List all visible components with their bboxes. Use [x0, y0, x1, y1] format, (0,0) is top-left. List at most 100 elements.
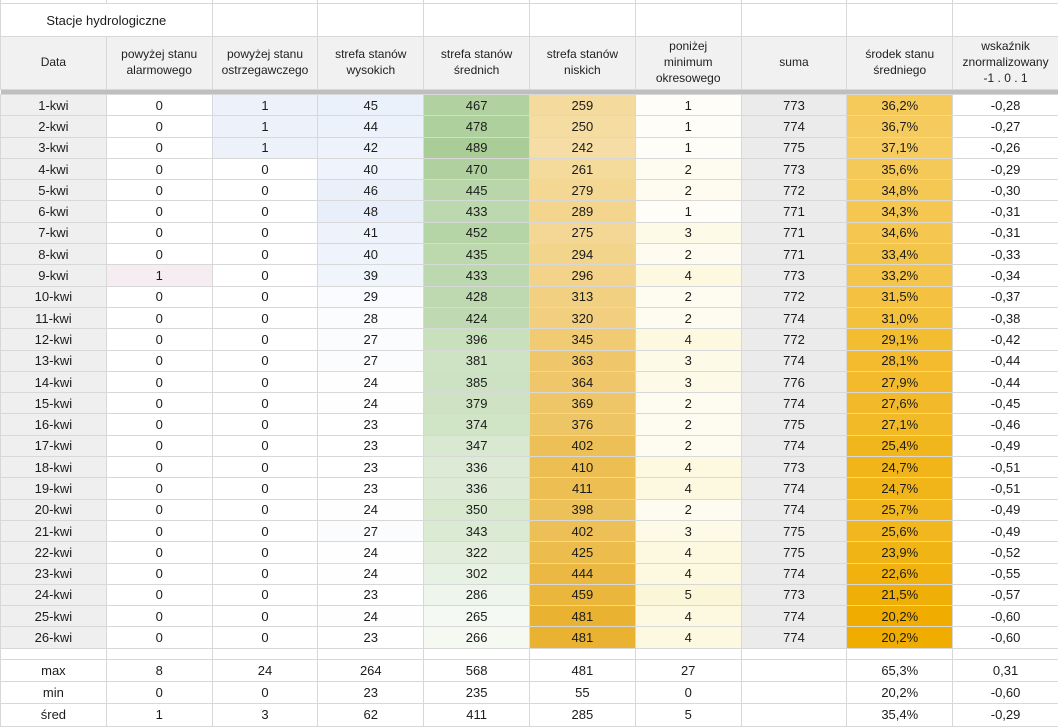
empty-cell[interactable] — [211, 3, 319, 37]
summary-srednie[interactable]: 235 — [423, 681, 530, 705]
cell-ostrzegawczy[interactable]: 1 — [211, 93, 319, 117]
cell-ostrzegawczy[interactable]: 0 — [211, 306, 319, 330]
cell-wskaznik[interactable]: -0,38 — [952, 306, 1058, 330]
cell-wysokie[interactable]: 27 — [317, 519, 425, 543]
cell-suma[interactable]: 772 — [740, 328, 848, 351]
summary-wysokie[interactable]: 264 — [317, 658, 425, 683]
cell-suma[interactable]: 771 — [740, 221, 848, 245]
cell-alarmowy[interactable]: 0 — [105, 93, 213, 117]
cell-date[interactable]: 25-kwi — [0, 605, 107, 628]
cell-srodek[interactable]: 29,1% — [846, 328, 954, 351]
cell-alarmowy[interactable]: 0 — [105, 434, 213, 458]
cell-date[interactable]: 3-kwi — [0, 136, 107, 159]
cell-srodek[interactable]: 34,8% — [846, 179, 954, 202]
empty-cell[interactable] — [423, 647, 530, 660]
cell-wysokie[interactable]: 24 — [317, 498, 425, 521]
cell-srednie[interactable]: 489 — [423, 136, 530, 159]
cell-srodek[interactable]: 25,4% — [846, 434, 954, 458]
cell-minimum[interactable]: 3 — [634, 519, 742, 543]
cell-wskaznik[interactable]: -0,51 — [952, 477, 1058, 500]
cell-wskaznik[interactable]: -0,31 — [952, 200, 1058, 223]
cell-ostrzegawczy[interactable]: 1 — [211, 115, 319, 138]
cell-alarmowy[interactable]: 0 — [105, 562, 213, 585]
cell-alarmowy[interactable]: 0 — [105, 328, 213, 351]
cell-suma[interactable]: 771 — [740, 243, 848, 266]
cell-minimum[interactable]: 2 — [634, 413, 742, 436]
cell-ostrzegawczy[interactable]: 0 — [211, 605, 319, 628]
cell-ostrzegawczy[interactable]: 0 — [211, 562, 319, 585]
cell-minimum[interactable]: 4 — [634, 562, 742, 585]
cell-srodek[interactable]: 27,9% — [846, 370, 954, 394]
cell-srednie[interactable]: 302 — [423, 562, 530, 585]
header-data[interactable]: Data — [0, 36, 107, 90]
cell-alarmowy[interactable]: 0 — [105, 179, 213, 202]
cell-wskaznik[interactable]: -0,34 — [952, 264, 1058, 287]
cell-wskaznik[interactable]: -0,51 — [952, 456, 1058, 479]
cell-wysokie[interactable]: 29 — [317, 285, 425, 308]
cell-date[interactable]: 10-kwi — [0, 285, 107, 308]
cell-wysokie[interactable]: 46 — [317, 179, 425, 202]
cell-wysokie[interactable]: 41 — [317, 221, 425, 245]
empty-cell[interactable] — [952, 647, 1058, 660]
summary-minimum[interactable]: 27 — [634, 658, 742, 683]
cell-wysokie[interactable]: 39 — [317, 264, 425, 287]
cell-wysokie[interactable]: 23 — [317, 583, 425, 607]
cell-minimum[interactable]: 3 — [634, 221, 742, 245]
cell-alarmowy[interactable]: 0 — [105, 413, 213, 436]
cell-wskaznik[interactable]: -0,29 — [952, 157, 1058, 181]
cell-srodek[interactable]: 31,5% — [846, 285, 954, 308]
empty-cell[interactable] — [740, 3, 848, 37]
cell-suma[interactable]: 773 — [740, 583, 848, 607]
cell-srodek[interactable]: 20,2% — [846, 626, 954, 649]
header-ostrzegawczy[interactable]: powyżej stanu ostrzegawczego — [211, 36, 319, 90]
cell-srednie[interactable]: 424 — [423, 306, 530, 330]
cell-date[interactable]: 2-kwi — [0, 115, 107, 138]
cell-alarmowy[interactable]: 0 — [105, 626, 213, 649]
empty-cell[interactable] — [211, 647, 319, 660]
empty-cell[interactable] — [317, 3, 425, 37]
cell-srednie[interactable]: 433 — [423, 200, 530, 223]
cell-date[interactable]: 15-kwi — [0, 392, 107, 415]
cell-srednie[interactable]: 385 — [423, 370, 530, 394]
cell-srednie[interactable]: 467 — [423, 93, 530, 117]
cell-suma[interactable]: 773 — [740, 157, 848, 181]
cell-wskaznik[interactable]: -0,52 — [952, 541, 1058, 564]
cell-date[interactable]: 6-kwi — [0, 200, 107, 223]
cell-srednie[interactable]: 265 — [423, 605, 530, 628]
cell-srednie[interactable]: 322 — [423, 541, 530, 564]
summary-wysokie[interactable]: 23 — [317, 681, 425, 705]
cell-wysokie[interactable]: 27 — [317, 349, 425, 372]
cell-date[interactable]: 24-kwi — [0, 583, 107, 607]
cell-ostrzegawczy[interactable]: 0 — [211, 179, 319, 202]
cell-date[interactable]: 22-kwi — [0, 541, 107, 564]
cell-ostrzegawczy[interactable]: 0 — [211, 157, 319, 181]
cell-date[interactable]: 14-kwi — [0, 370, 107, 394]
cell-minimum[interactable]: 4 — [634, 328, 742, 351]
cell-niskie[interactable]: 410 — [528, 456, 636, 479]
cell-srednie[interactable]: 478 — [423, 115, 530, 138]
cell-wskaznik[interactable]: -0,26 — [952, 136, 1058, 159]
summary-niskie[interactable]: 285 — [528, 703, 636, 727]
summary-suma[interactable] — [740, 658, 848, 683]
cell-ostrzegawczy[interactable]: 0 — [211, 583, 319, 607]
cell-srodek[interactable]: 28,1% — [846, 349, 954, 372]
summary-niskie[interactable]: 481 — [528, 658, 636, 683]
cell-ostrzegawczy[interactable]: 0 — [211, 200, 319, 223]
empty-cell[interactable] — [952, 3, 1058, 37]
summary-wysokie[interactable]: 62 — [317, 703, 425, 727]
cell-wskaznik[interactable]: -0,57 — [952, 583, 1058, 607]
cell-ostrzegawczy[interactable]: 0 — [211, 519, 319, 543]
empty-cell[interactable] — [846, 3, 954, 37]
cell-srednie[interactable]: 350 — [423, 498, 530, 521]
cell-wskaznik[interactable]: -0,49 — [952, 498, 1058, 521]
cell-ostrzegawczy[interactable]: 1 — [211, 136, 319, 159]
cell-niskie[interactable]: 279 — [528, 179, 636, 202]
cell-wskaznik[interactable]: -0,55 — [952, 562, 1058, 585]
cell-srodek[interactable]: 25,7% — [846, 498, 954, 521]
header-srednie[interactable]: strefa stanów średnich — [423, 36, 530, 90]
cell-ostrzegawczy[interactable]: 0 — [211, 434, 319, 458]
cell-niskie[interactable]: 250 — [528, 115, 636, 138]
summary-label[interactable]: śred — [0, 703, 107, 727]
cell-niskie[interactable]: 402 — [528, 519, 636, 543]
cell-suma[interactable]: 772 — [740, 179, 848, 202]
